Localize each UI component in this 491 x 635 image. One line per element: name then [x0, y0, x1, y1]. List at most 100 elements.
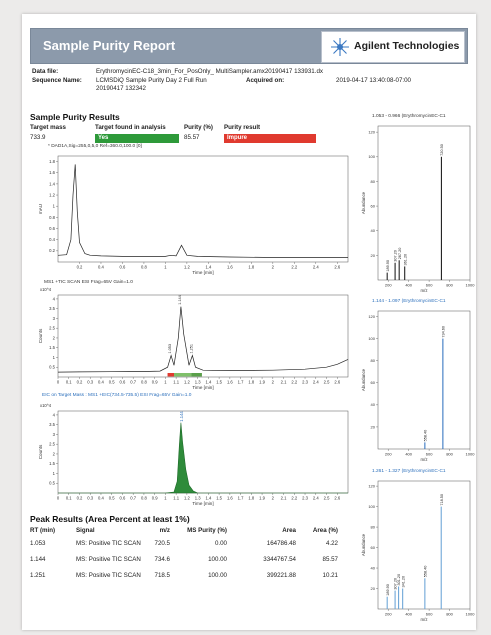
y-tick-label: 40	[371, 402, 376, 407]
x-tick-label: 0.3	[87, 496, 93, 501]
y-tick-label: 80	[371, 358, 376, 363]
table-row: 1.251 MS: Positive TIC SCAN 718.5 100.00…	[30, 572, 356, 582]
cell-rt: 1.053	[30, 540, 46, 547]
x-tick-label: 1000	[466, 283, 476, 288]
signal-trace	[57, 306, 349, 373]
x-tick-label: 2.6	[334, 380, 340, 385]
mass-spectrum-1: 20 40 60 80 100 120 200 400 600 800 1000 m/z Abundan…	[361, 125, 476, 293]
spectrum-frame	[377, 480, 471, 610]
cell-area: 164786.48	[266, 540, 296, 547]
x-tick-label: 0.3	[87, 380, 93, 385]
x-tick-label: 1	[164, 265, 167, 270]
x-tick-label: 400	[405, 452, 412, 457]
sequence-value-1: LCMSDiQ Sample Purity Day 2 Full Run	[96, 77, 207, 84]
x-tick-label: 1.3	[195, 496, 201, 501]
cell-signal: MS: Positive TIC SCAN	[76, 572, 141, 579]
y-tick-label: 120	[368, 130, 375, 135]
cell-ms-purity: 0.00	[214, 540, 227, 547]
data-file-value: ErythromycinEC-C18_3min_For_PosOnly_ Mul…	[96, 68, 323, 75]
spectrum-3-title: 1.261 - 1.327 (ErythromycinEC-C1	[372, 469, 446, 474]
x-tick-label: 0.6	[120, 496, 126, 501]
x-tick-label: 2.5	[324, 380, 330, 385]
cell-rt: 1.251	[30, 572, 46, 579]
eic-peak-area	[58, 422, 348, 494]
y-axis-label: Counts	[38, 444, 43, 459]
purity-value: 85.57	[184, 134, 200, 141]
x-tick-label: 1	[164, 380, 167, 385]
x-tick-label: 200	[385, 452, 392, 457]
x-tick-label: 400	[405, 612, 412, 617]
x-tick-label: 0.4	[98, 380, 104, 385]
x-tick-label: 1.6	[227, 496, 233, 501]
peak-results-title: Peak Results (Area Percent at least 1%)	[30, 514, 190, 524]
x-tick-label: 1.8	[248, 265, 254, 270]
x-tick-label: 0.2	[77, 265, 83, 270]
y-tick-label: 0.4	[49, 237, 55, 242]
x-tick-label: 0.4	[98, 496, 104, 501]
y-tick-label: 1	[53, 355, 56, 360]
x-axis-label: Time [min]	[192, 501, 213, 506]
y-tick-label: 100	[368, 336, 375, 341]
x-tick-label: 0.8	[141, 496, 147, 501]
y-axis-label: Abundance	[361, 368, 366, 391]
x-tick-label: 2.2	[291, 265, 297, 270]
agilent-spark-icon	[331, 38, 349, 56]
x-tick-label: 1.5	[216, 496, 222, 501]
y-axis-label: Abundance	[361, 533, 366, 556]
x-tick-label: 1.8	[248, 380, 254, 385]
y-tick-label: 2	[53, 335, 56, 340]
x-tick-label: 1.9	[259, 380, 265, 385]
spectrum-1-title: 1.053 - 0.966 (ErythromycinEC-C1	[372, 114, 446, 119]
spectrum-peak-label: 361.20	[403, 254, 407, 266]
cell-area-pct: 10.21	[322, 572, 338, 579]
report-title: Sample Purity Report	[43, 38, 176, 53]
x-tick-label: 0.7	[130, 496, 136, 501]
y-axis-label: mAU	[38, 204, 43, 214]
x-tick-label: 2.3	[302, 496, 308, 501]
y-tick-label: 0.5	[49, 481, 55, 486]
col-purity-result: Purity result	[224, 124, 261, 131]
x-tick-label: 1.9	[259, 496, 265, 501]
agilent-logo: Agilent Technologies	[321, 31, 465, 63]
x-tick-label: 2	[272, 496, 275, 501]
y-tick-label: 0.2	[49, 248, 55, 253]
target-mass-value: 733.9	[30, 134, 46, 141]
y-tick-label: 0.8	[49, 215, 55, 220]
y-tick-label: 0.6	[49, 226, 55, 231]
x-tick-label: 2.4	[313, 380, 319, 385]
x-tick-label: 0.1	[66, 496, 72, 501]
peak-table-header: RT (min) Signal m/z MS Purity (%) Area A…	[30, 527, 356, 537]
x-tick-label: 600	[426, 452, 433, 457]
x-tick-label: 0.8	[141, 380, 147, 385]
data-file-label: Data file:	[32, 68, 59, 75]
y-tick-label: 4	[53, 412, 56, 417]
purity-result-badge: Impure	[224, 134, 316, 143]
x-tick-label: 2	[272, 380, 275, 385]
y-tick-label: 2.5	[49, 326, 55, 331]
purity-section-title: Sample Purity Results	[30, 112, 120, 122]
header-rt: RT (min)	[30, 527, 56, 534]
y-tick-label: 60	[371, 203, 376, 208]
y-tick-label: 120	[368, 484, 375, 489]
y-tick-label: 1.8	[49, 159, 55, 164]
cell-mz: 720.5	[154, 540, 170, 547]
integration-bar-target	[174, 373, 192, 377]
x-tick-label: 1.4	[205, 265, 211, 270]
col-purity: Purity (%)	[184, 124, 213, 131]
sequence-value-2: 20190417 132342	[96, 85, 146, 92]
x-tick-label: 1.6	[227, 265, 233, 270]
x-tick-label: 1.4	[205, 496, 211, 501]
y-tick-label: 60	[371, 380, 376, 385]
y-tick-label: 4	[53, 296, 56, 301]
x-tick-label: 1.2	[184, 496, 190, 501]
x-tick-label: 2.6	[334, 265, 340, 270]
x-tick-label: 0.5	[109, 380, 115, 385]
x-tick-label: 1000	[466, 612, 476, 617]
y-tick-label: 0.5	[49, 365, 55, 370]
header-area-pct: Area (%)	[312, 527, 338, 534]
spectrum-2-title: 1.144 - 1.097 (ErythromycinEC-C1	[372, 299, 446, 304]
dad-chromatogram: 0.2 0.4 0.6 0.8 1 1.2 1.4 1.6 1.8 0.2 0.4 0.6 0.8 1 1.…	[38, 155, 349, 275]
y-tick-label: 20	[371, 586, 376, 591]
spectrum-peak-label: 267.20	[398, 248, 402, 260]
y-axis-label: Abundance	[361, 191, 366, 214]
